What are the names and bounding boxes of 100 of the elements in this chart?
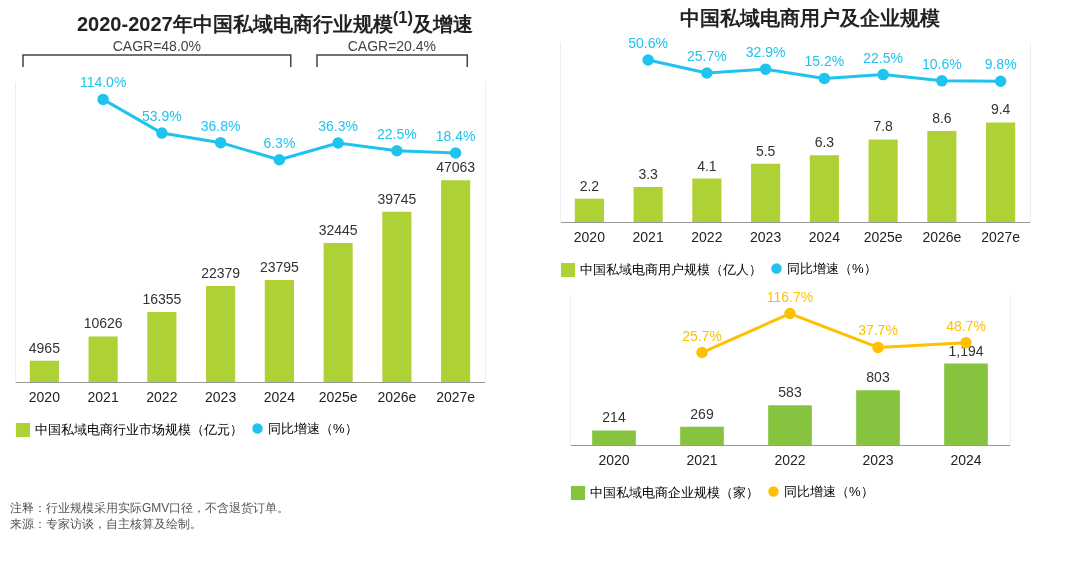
data-label: 6.3 [814,134,835,151]
legend-label: 同比增速（%） [784,483,874,499]
data-label: 50.6% [628,34,668,51]
bar [323,242,353,382]
legend-label: 中国私域电商企业规模（家） [590,485,759,500]
x-tick-label: 2026e [377,388,417,405]
data-label: 39745 [377,190,417,207]
legend-label: 中国私域电商行业市场规模（亿元） [35,422,243,437]
point [391,144,403,157]
data-label: 8.6 [932,109,952,126]
bar [809,155,839,222]
x-tick-label: 2020 [598,451,630,468]
text: CAGR=48.0% [106,38,208,54]
point [696,346,708,359]
data-label: 47063 [436,159,476,176]
data-label: 53.9% [142,108,182,125]
point [877,68,889,81]
point [872,341,884,354]
x-tick-label: 2020 [28,388,61,405]
data-label: 116.7% [766,288,814,305]
data-label: 803 [866,369,890,386]
bar [986,122,1016,222]
data-label: 10.6% [922,55,962,72]
data-label: 36.8% [200,117,241,134]
data-label: 36.3% [318,117,358,134]
x-tick-label: 2025e [863,228,903,245]
point [273,154,286,166]
x-tick-label: 2025e [318,388,358,405]
point [214,136,227,149]
bar [927,130,957,222]
point [332,137,344,149]
data-label: 10626 [83,315,123,332]
data-label: 22.5% [863,49,903,66]
point [994,75,1007,87]
x-tick-label: 2022 [691,228,723,245]
data-label: 25.7% [682,327,722,344]
data-label: 269 [690,405,714,422]
data-label: 23795 [259,259,300,276]
data-label: 114.0% [79,74,127,91]
point [97,93,109,106]
data-label: 3.3 [638,166,659,183]
data-label: 214 [602,409,626,426]
x-tick-label: 2027e [436,388,476,405]
bar [856,390,900,445]
data-label: 48.7% [946,317,986,334]
data-label: 2.2 [579,177,600,194]
bar [680,426,724,445]
x-tick-label: 2021 [87,388,119,405]
data-label: 1,194 [948,342,984,359]
data-label: 15.2% [804,53,845,70]
x-tick-label: 2022 [774,451,806,468]
point [784,307,796,320]
x-tick-label: 2024 [808,228,841,245]
point [156,127,168,139]
data-label: 9.8% [984,56,1017,73]
point [701,67,713,79]
point [449,147,462,159]
point [642,54,654,66]
bar [592,430,636,445]
data-label: 32.9% [745,44,786,61]
x-tick-label: 2024 [950,451,982,468]
x-tick-label: 2022 [146,388,178,405]
data-label: 4965 [28,339,61,356]
x-tick-label: 2021 [686,451,718,468]
data-label: 25.7% [687,47,727,64]
chart-title: 2020-2027年中国私域电商行业规模$^{(1)}$及增速 [76,7,474,36]
x-tick-label: 2024 [263,388,296,405]
data-label: 16355 [142,290,182,307]
bar [147,311,177,382]
data-label: 6.3% [263,134,296,151]
bar [574,198,604,222]
bar [768,405,812,445]
legend-label: 中国私域电商用户规模（亿人） [580,262,762,277]
bar [206,286,236,382]
bar [633,187,663,222]
data-label: 583 [778,384,802,401]
data-label: 9.4 [990,101,1011,118]
bar [441,180,471,382]
legend-label: 同比增速（%） [787,260,877,276]
x-tick-label: 2027e [981,228,1021,245]
x-tick-label: 2026e [922,228,962,245]
source-note: 来源：专家访谈，自主核算及绘制。 [10,517,202,531]
data-label: 4.1 [697,157,717,174]
x-tick-label: 2023 [862,451,894,468]
chart-title: 中国私域电商用户及企业规模 [679,6,941,31]
point [936,75,948,87]
data-label: 32445 [318,221,358,238]
bar [88,336,118,382]
bar [751,163,781,222]
bar [944,363,988,445]
data-label: 37.7% [858,322,898,339]
legend-label: 同比增速（%） [268,420,358,436]
text: CAGR=20.4% [341,38,443,54]
data-label: 5.5 [755,142,776,159]
text: 注释：行业规模采用实际GMV口径，不含退货订单。 [10,501,290,515]
x-tick-label: 2020 [573,228,606,245]
x-tick-label: 2021 [632,228,664,245]
x-tick-label: 2023 [750,228,782,245]
bar [692,178,722,222]
data-label: 18.4% [435,127,476,144]
